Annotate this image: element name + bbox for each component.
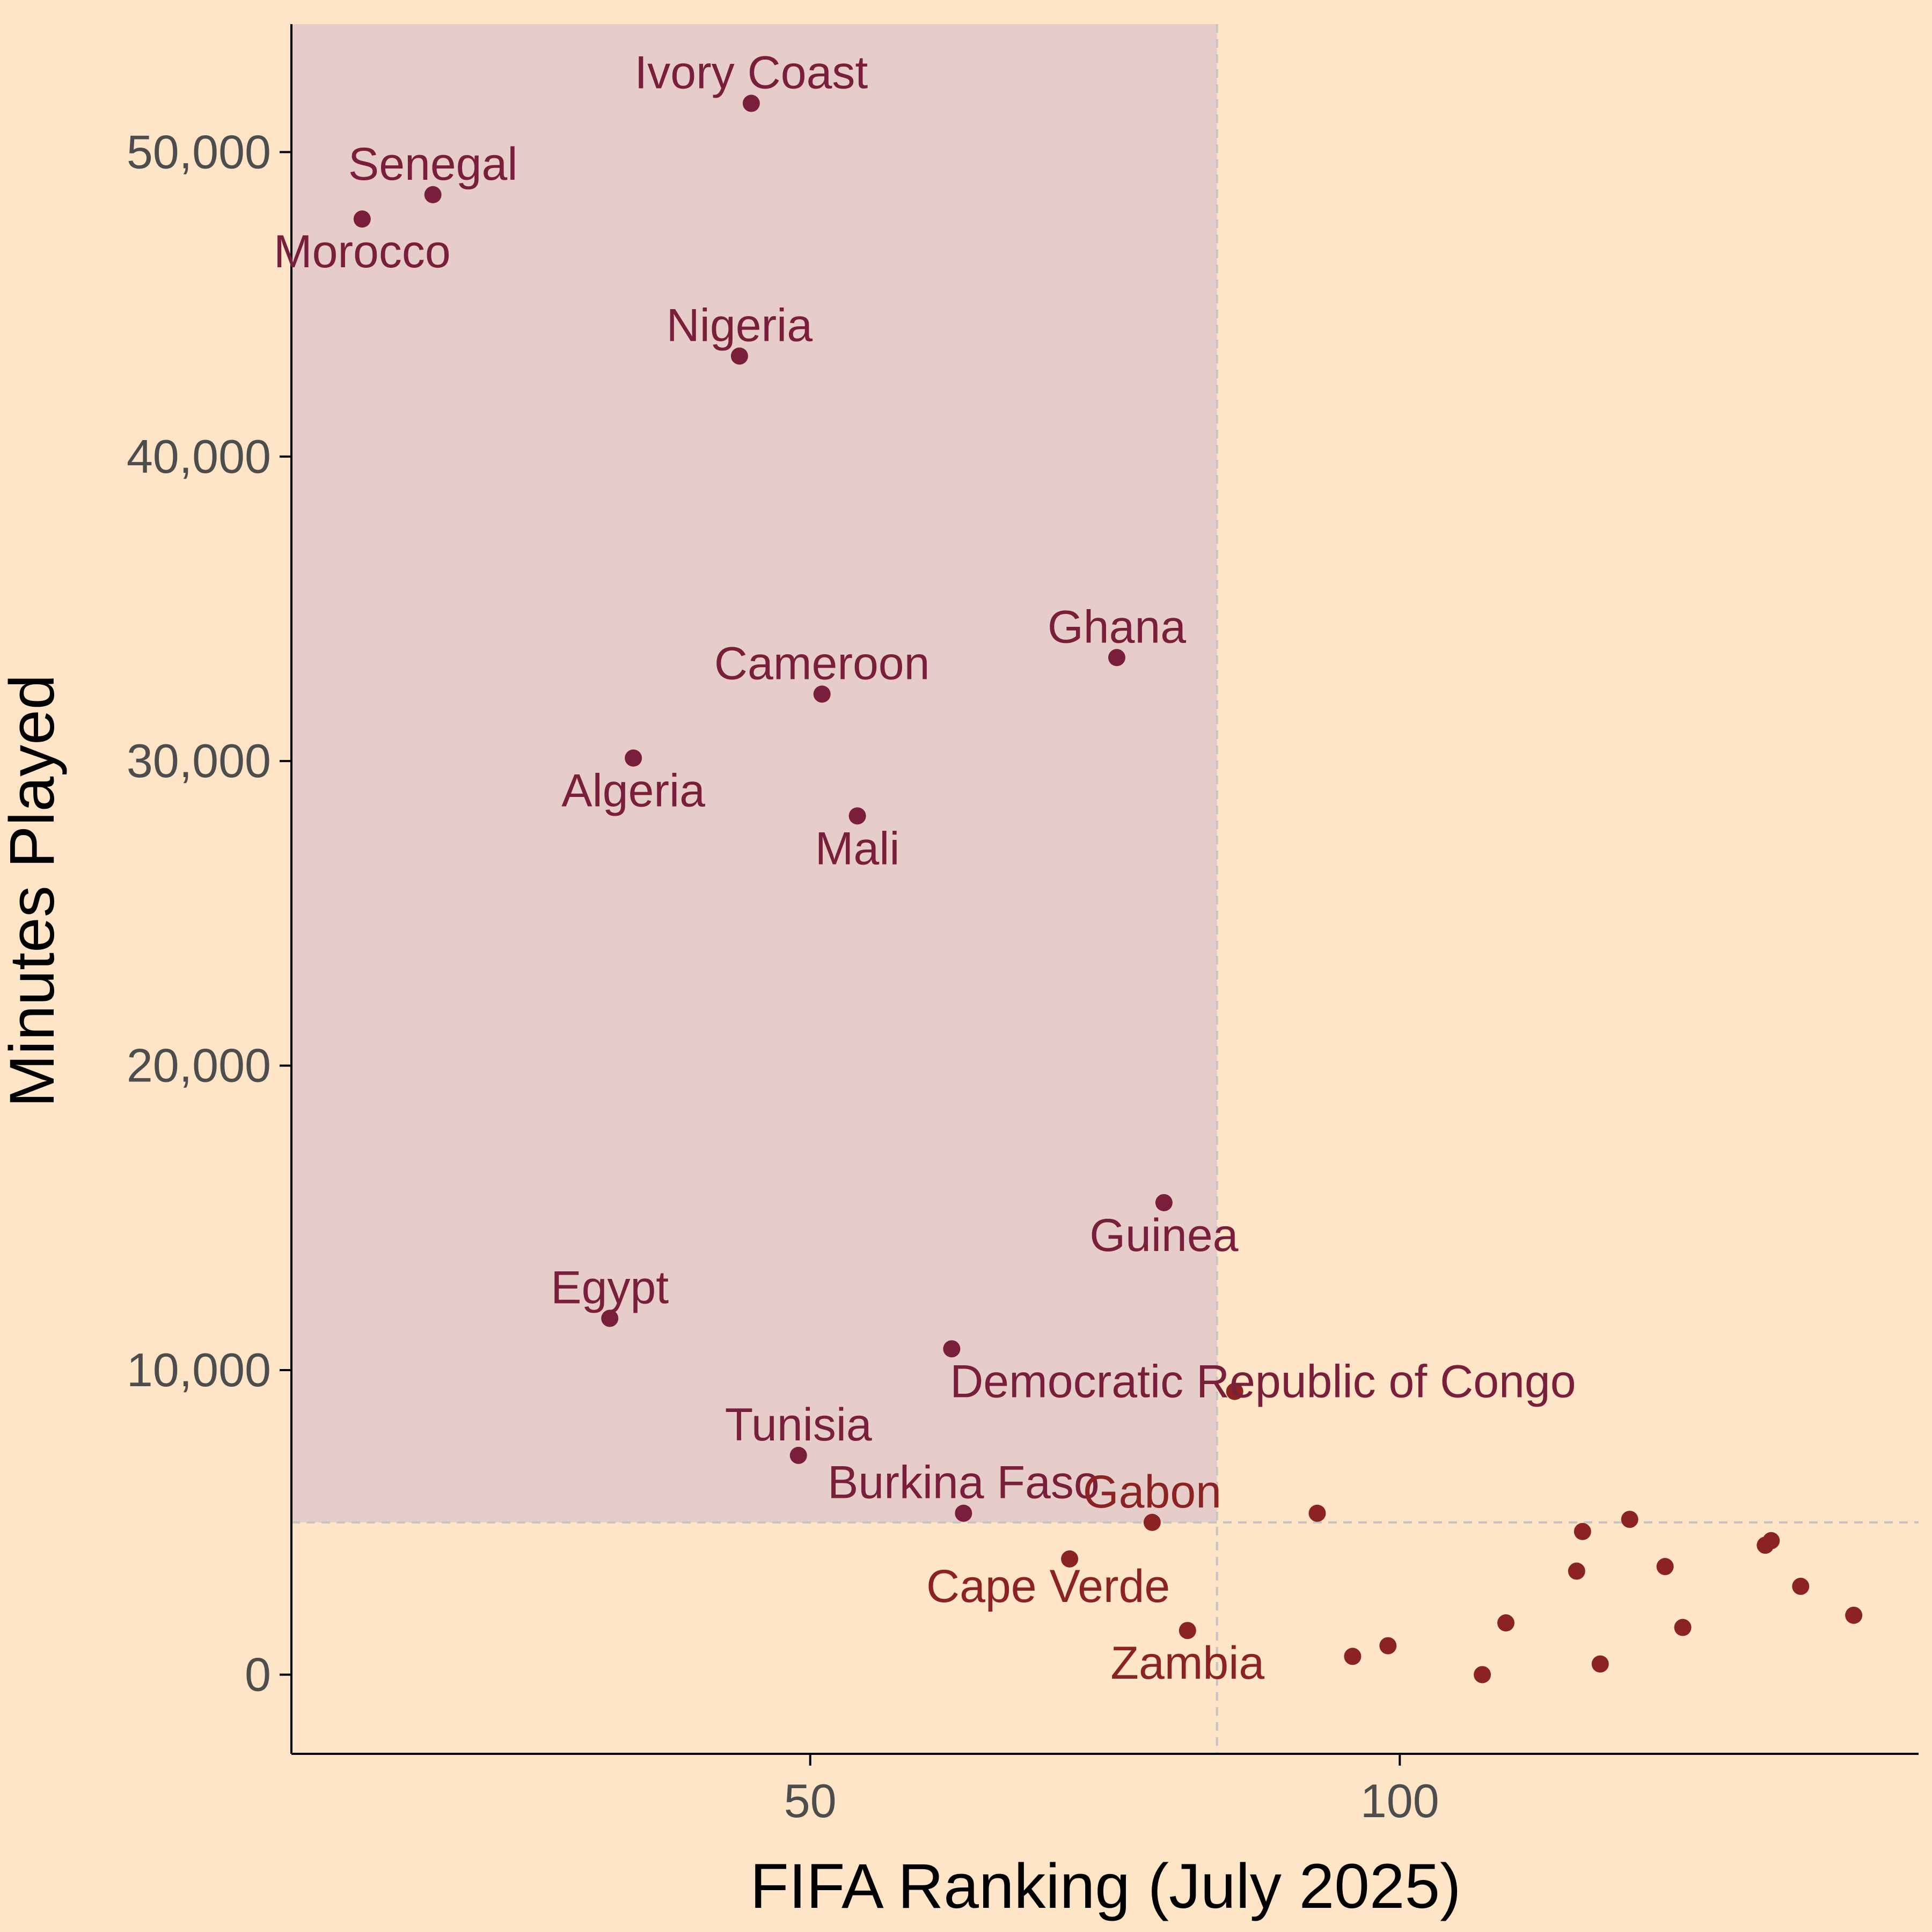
point-label: Mali [815, 823, 900, 874]
data-point [1179, 1622, 1196, 1640]
data-point [1308, 1504, 1326, 1522]
point-label: Ghana [1048, 601, 1186, 653]
point-label: Nigeria [667, 299, 813, 351]
x-tick-label: 100 [1360, 1774, 1439, 1827]
data-point [730, 347, 748, 365]
data-point [1762, 1532, 1780, 1549]
data-point [955, 1504, 972, 1522]
point-label: Senegal [348, 138, 518, 190]
point-label: Zambia [1110, 1637, 1264, 1689]
data-point [1379, 1637, 1397, 1655]
data-point [1568, 1562, 1585, 1580]
x-axis-title: FIFA Ranking (July 2025) [750, 1851, 1461, 1922]
point-label: Cape Verde [926, 1561, 1170, 1612]
data-point [424, 186, 442, 203]
data-point [1474, 1666, 1491, 1684]
data-point [1591, 1655, 1609, 1673]
point-label: Cameroon [714, 638, 930, 689]
x-tick-label: 50 [784, 1774, 837, 1827]
data-point [1792, 1577, 1810, 1595]
data-point [1344, 1648, 1362, 1665]
point-labels-layer: Morocco Senegal Ivory Coast Nigeria Ghana Cam… [274, 47, 1576, 1689]
data-point [1674, 1619, 1692, 1636]
point-label: Egypt [551, 1262, 669, 1314]
highlight-region-layer [291, 24, 1217, 1523]
y-tick-label: 40,000 [127, 430, 271, 483]
y-tick-label: 30,000 [127, 734, 271, 787]
data-point [742, 94, 760, 112]
point-label: Burkina Faso [828, 1457, 1100, 1509]
data-point [1497, 1614, 1515, 1632]
data-point [789, 1446, 807, 1464]
y-tick-label: 50,000 [127, 125, 271, 178]
data-point [943, 1340, 961, 1358]
data-point [848, 807, 866, 825]
axes-layer: 0 10,000 20,000 30,000 40,000 50,000 50 100 [127, 24, 1919, 1827]
data-point [1656, 1558, 1674, 1576]
y-tick-label: 20,000 [127, 1039, 271, 1092]
y-tick-label: 0 [245, 1648, 271, 1701]
point-label: Guinea [1089, 1210, 1238, 1261]
data-point [1574, 1523, 1591, 1540]
data-point [1226, 1382, 1243, 1400]
data-point [353, 210, 371, 228]
data-point [1061, 1550, 1079, 1568]
point-label: Gabon [1083, 1466, 1221, 1518]
reference-lines-layer [291, 24, 1919, 1754]
point-label: Tunisia [725, 1399, 872, 1451]
highlight-region [291, 24, 1217, 1523]
data-point [601, 1309, 619, 1327]
data-point [1155, 1194, 1173, 1211]
data-point [1143, 1513, 1161, 1531]
point-label: Democratic Republic of Congo [950, 1356, 1576, 1407]
data-point [625, 749, 642, 767]
data-point [1845, 1606, 1863, 1624]
y-tick-label: 10,000 [127, 1343, 271, 1396]
point-label: Morocco [274, 226, 451, 277]
data-point [813, 685, 831, 703]
data-point [1621, 1511, 1638, 1528]
point-label: Ivory Coast [634, 47, 868, 99]
point-label: Algeria [561, 765, 705, 817]
data-point [1108, 649, 1125, 667]
points-layer [353, 94, 1863, 1684]
y-axis-title: Minutes Played [0, 675, 68, 1108]
